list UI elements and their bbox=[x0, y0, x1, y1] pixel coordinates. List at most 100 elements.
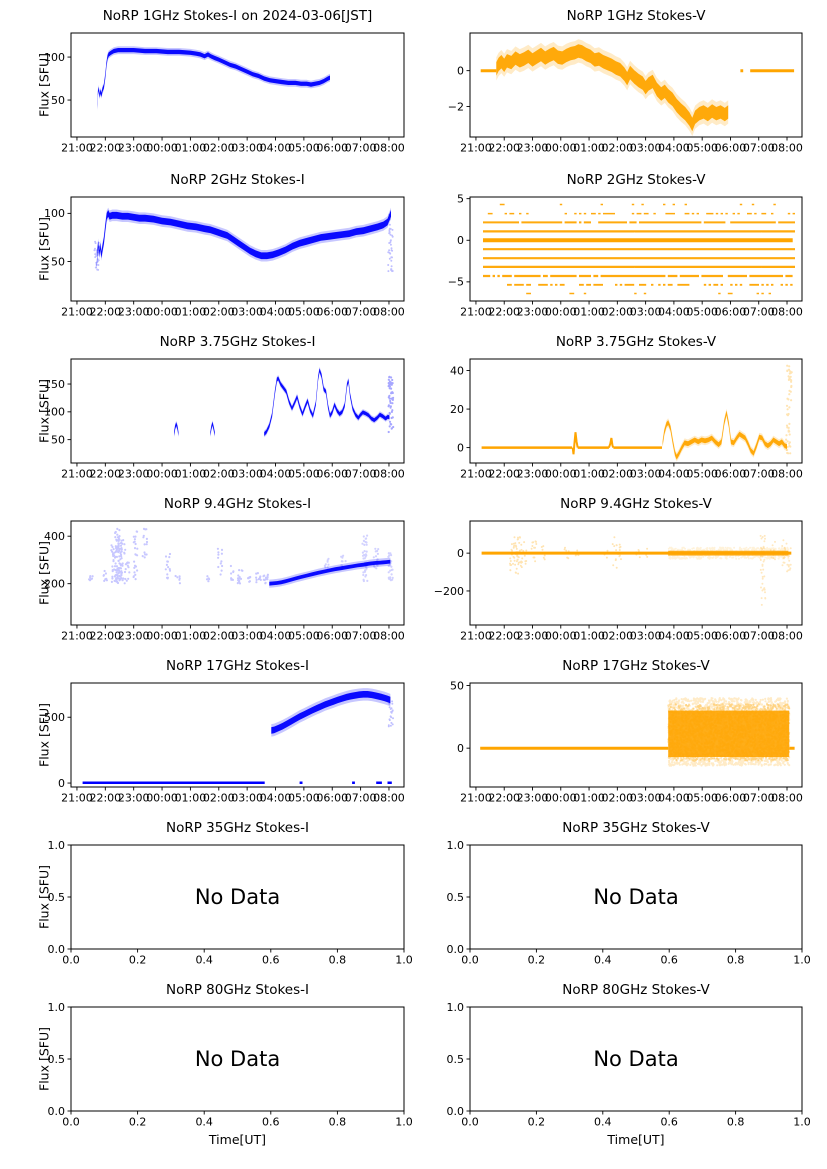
svg-text:0.0: 0.0 bbox=[48, 1105, 66, 1118]
svg-text:1.0: 1.0 bbox=[447, 839, 465, 852]
svg-text:05:00: 05:00 bbox=[288, 306, 320, 319]
svg-text:1.0: 1.0 bbox=[48, 839, 66, 852]
svg-text:06:00: 06:00 bbox=[316, 792, 348, 805]
svg-text:00:00: 00:00 bbox=[545, 306, 577, 319]
svg-text:08:00: 08:00 bbox=[373, 468, 405, 481]
svg-text:08:00: 08:00 bbox=[771, 306, 803, 319]
svg-text:0: 0 bbox=[457, 547, 464, 560]
plot-title: NoRP 17GHz Stokes-V bbox=[562, 658, 710, 674]
svg-text:21:00: 21:00 bbox=[61, 468, 93, 481]
svg-text:03:00: 03:00 bbox=[630, 142, 662, 155]
svg-text:0.6: 0.6 bbox=[660, 1116, 678, 1129]
svg-text:04:00: 04:00 bbox=[260, 468, 292, 481]
plot-area: 21:0022:0023:0000:0001:0002:0003:0004:00… bbox=[44, 520, 405, 643]
svg-text:06:00: 06:00 bbox=[715, 306, 747, 319]
svg-text:00:00: 00:00 bbox=[146, 468, 178, 481]
svg-text:01:00: 01:00 bbox=[573, 142, 605, 155]
svg-text:08:00: 08:00 bbox=[373, 306, 405, 319]
svg-text:20: 20 bbox=[450, 403, 464, 416]
svg-text:0.0: 0.0 bbox=[48, 943, 66, 956]
subplot-3-75ghz-stokes-v: NoRP 3.75GHz Stokes-V 21:00 22:00 23:00 00:… bbox=[413, 326, 827, 490]
plot-area: 21:0022:0023:0000:0001:0002:0003:0004:00… bbox=[448, 192, 803, 319]
svg-text:0.0: 0.0 bbox=[461, 1116, 479, 1129]
svg-text:23:00: 23:00 bbox=[517, 630, 549, 643]
svg-text:00:00: 00:00 bbox=[146, 142, 178, 155]
plot-area: 0.0 0.2 0.4 0.6 0.8 1.0 0.0 0.5 1.0 bbox=[447, 839, 811, 967]
svg-text:22:00: 22:00 bbox=[89, 468, 121, 481]
svg-text:02:00: 02:00 bbox=[601, 142, 633, 155]
svg-text:01:00: 01:00 bbox=[573, 792, 605, 805]
svg-text:06:00: 06:00 bbox=[316, 468, 348, 481]
svg-text:200: 200 bbox=[44, 577, 65, 590]
svg-text:01:00: 01:00 bbox=[175, 142, 207, 155]
svg-text:05:00: 05:00 bbox=[288, 142, 320, 155]
svg-text:08:00: 08:00 bbox=[373, 142, 405, 155]
plot-title: NoRP 80GHz Stokes-I bbox=[166, 982, 309, 998]
svg-text:22:00: 22:00 bbox=[89, 142, 121, 155]
svg-text:22:00: 22:00 bbox=[488, 306, 520, 319]
svg-text:0.4: 0.4 bbox=[594, 954, 612, 967]
svg-text:22:00: 22:00 bbox=[488, 142, 520, 155]
svg-text:03:00: 03:00 bbox=[630, 306, 662, 319]
svg-text:00:00: 00:00 bbox=[545, 142, 577, 155]
plot-area: 0.0 0.2 0.4 0.6 0.8 1.0 0.0 0.5 1.0 bbox=[48, 839, 413, 967]
svg-text:50: 50 bbox=[450, 679, 464, 692]
svg-text:0.2: 0.2 bbox=[528, 1116, 546, 1129]
svg-text:03:00: 03:00 bbox=[630, 630, 662, 643]
plot-title: NoRP 3.75GHz Stokes-I bbox=[159, 334, 316, 350]
svg-text:00:00: 00:00 bbox=[146, 630, 178, 643]
plot-area: 21:0022:0023:0000:0001:0002:0003:0004:00… bbox=[44, 358, 405, 481]
subplot-80ghz-stokes-i: NoRP 80GHz Stokes-I Flux [SFU] No Data T… bbox=[0, 974, 413, 1169]
plot-title: NoRP 1GHz Stokes-V bbox=[566, 8, 706, 24]
plot-title: NoRP 35GHz Stokes-I bbox=[166, 820, 309, 836]
svg-text:04:00: 04:00 bbox=[260, 630, 292, 643]
plot-title: NoRP 9.4GHz Stokes-V bbox=[560, 496, 712, 512]
svg-text:0.8: 0.8 bbox=[329, 1116, 347, 1129]
svg-text:02:00: 02:00 bbox=[601, 630, 633, 643]
subplot-17ghz-stokes-v: NoRP 17GHz Stokes-V 21:00 22:00 23:00 00:00… bbox=[413, 650, 827, 814]
svg-text:02:00: 02:00 bbox=[203, 306, 235, 319]
plot-title: NoRP 2GHz Stokes-V bbox=[566, 172, 706, 188]
no-data-text: No Data bbox=[593, 1047, 679, 1071]
svg-text:1.0: 1.0 bbox=[793, 1116, 811, 1129]
svg-text:21:00: 21:00 bbox=[61, 792, 93, 805]
svg-text:22:00: 22:00 bbox=[488, 792, 520, 805]
plot-area: 21:0022:0023:0000:0001:0002:0003:0004:00… bbox=[44, 32, 405, 155]
svg-text:01:00: 01:00 bbox=[175, 630, 207, 643]
svg-text:1.0: 1.0 bbox=[48, 1001, 66, 1014]
svg-text:08:00: 08:00 bbox=[373, 792, 405, 805]
svg-text:00:00: 00:00 bbox=[146, 306, 178, 319]
svg-text:08:00: 08:00 bbox=[771, 142, 803, 155]
svg-text:21:00: 21:00 bbox=[460, 792, 492, 805]
svg-text:1.0: 1.0 bbox=[395, 954, 413, 967]
svg-text:23:00: 23:00 bbox=[118, 792, 150, 805]
subplot-35ghz-stokes-i: NoRP 35GHz Stokes-I Flux [SFU] No Data 0… bbox=[0, 812, 413, 976]
svg-text:23:00: 23:00 bbox=[517, 306, 549, 319]
svg-text:21:00: 21:00 bbox=[460, 630, 492, 643]
svg-text:03:00: 03:00 bbox=[231, 630, 263, 643]
svg-text:00:00: 00:00 bbox=[545, 630, 577, 643]
svg-text:0.0: 0.0 bbox=[461, 954, 479, 967]
svg-text:23:00: 23:00 bbox=[118, 468, 150, 481]
subplot-3-75ghz-stokes-i: NoRP 3.75GHz Stokes-I Flux [SFU] 21:00 22… bbox=[0, 326, 413, 490]
plot-area: 21:0022:0023:0000:0001:0002:0003:0004:00… bbox=[448, 32, 803, 155]
svg-text:07:00: 07:00 bbox=[743, 792, 775, 805]
svg-text:07:00: 07:00 bbox=[743, 306, 775, 319]
x-axis-label: Time[UT] bbox=[607, 1132, 665, 1147]
svg-text:23:00: 23:00 bbox=[517, 792, 549, 805]
no-data-text: No Data bbox=[194, 885, 281, 909]
plot-area: 21:0022:0023:0000:0001:0002:0003:0004:00… bbox=[450, 358, 803, 481]
svg-text:−200: −200 bbox=[434, 585, 464, 598]
svg-text:0.0: 0.0 bbox=[447, 943, 465, 956]
plot-title: NoRP 80GHz Stokes-V bbox=[562, 982, 710, 998]
svg-text:−5: −5 bbox=[448, 276, 464, 289]
svg-text:05:00: 05:00 bbox=[288, 468, 320, 481]
svg-text:06:00: 06:00 bbox=[316, 142, 348, 155]
plot-area: 0.0 0.2 0.4 0.6 0.8 1.0 0.0 0.5 1.0 bbox=[48, 1001, 413, 1129]
svg-text:21:00: 21:00 bbox=[61, 630, 93, 643]
svg-text:01:00: 01:00 bbox=[175, 306, 207, 319]
svg-text:22:00: 22:00 bbox=[89, 792, 121, 805]
svg-text:0.0: 0.0 bbox=[447, 1105, 465, 1118]
subplot-1ghz-stokes-v: NoRP 1GHz Stokes-V 21:00 22:00 23:00 00:00 0… bbox=[413, 0, 827, 164]
svg-text:0.8: 0.8 bbox=[329, 954, 347, 967]
